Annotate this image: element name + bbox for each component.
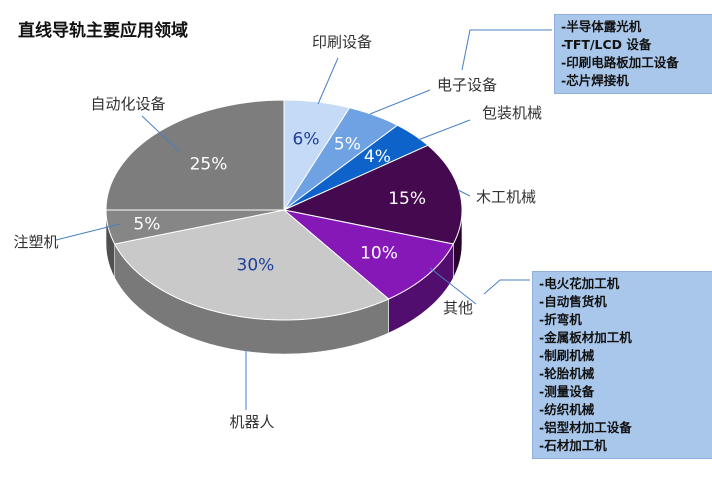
slice-4-leader-line	[457, 189, 471, 197]
slice-8-leader-line	[141, 115, 181, 153]
other-callout-item-7: -测量设备	[539, 384, 595, 399]
slice-3-leader-line	[417, 119, 471, 141]
slice-6-category-label: 机器人	[229, 413, 274, 431]
pie-tops	[105, 99, 463, 321]
slice-7-category-label: 注塑机	[13, 233, 58, 251]
other-callout-item-2: -自动售货机	[539, 294, 607, 309]
other-callout-item-5: -制刷机械	[539, 348, 595, 363]
slice-8-top	[105, 99, 285, 211]
slice-2-value-label: 5%	[334, 135, 361, 155]
slice-7-value-label: 5%	[133, 214, 160, 234]
slice-1-leader-line	[317, 57, 339, 105]
other-callout-box: -电火花加工机 -自动售货机 -折弯机 -金属板材加工机 -制刷机械 -轮胎机械 -测量设备…	[532, 271, 712, 459]
electronics-callout-item-1: -半导体露光机	[561, 19, 642, 34]
other-callout-item-1: -电火花加工机	[539, 276, 620, 291]
electronics-callout-item-4: -芯片焊接机	[561, 73, 629, 88]
electronics-callout-item-3: -印刷电路板加工设备	[561, 55, 679, 70]
other-callout-item-10: -石材加工机	[539, 438, 607, 453]
electronics-callout-leader	[461, 29, 552, 71]
slice-4-top	[282, 144, 463, 245]
other-callout-item-9: -铝型材加工设备	[539, 420, 632, 435]
slice-6-value-label: 30%	[237, 255, 275, 275]
slice-4-category-label: 木工机械	[476, 188, 536, 206]
slice-3-category-label: 包装机械	[482, 104, 542, 122]
electronics-callout-box: -半导体露光机 -TFT/LCD 设备 -印刷电路板加工设备 -芯片焊接机	[554, 14, 712, 94]
slice-4-value-label: 15%	[388, 189, 426, 209]
slice-1-value-label: 6%	[293, 130, 320, 150]
other-callout-item-6: -轮胎机械	[539, 366, 595, 381]
slice-2-category-label: 电子设备	[437, 76, 497, 94]
slice-2-leader-line	[369, 89, 431, 115]
callout-brackets	[461, 29, 552, 295]
slice-5-leader-line	[429, 267, 477, 305]
slice-7-leader-line	[55, 223, 121, 241]
slice-5-top	[282, 209, 455, 300]
other-callout-leader	[483, 279, 530, 295]
slice-5-category-label: 其他	[443, 299, 473, 317]
other-callout-item-8: -纺织机械	[539, 402, 595, 417]
value-labels: 6% 5%4%15%10%30%5%25%	[133, 130, 426, 276]
other-callout-item-4: -金属板材加工机	[539, 330, 632, 345]
slice-3-value-label: 4%	[364, 147, 391, 167]
chart-title: 直线导轨主要应用领域	[18, 21, 188, 41]
slice-6-top	[113, 209, 390, 321]
other-callout-item-3: -折弯机	[539, 312, 582, 327]
slice-5-value-label: 10%	[360, 244, 398, 264]
electronics-callout-item-2: -TFT/LCD 设备	[561, 37, 652, 52]
slice-1-category-label: 印刷设备	[312, 33, 372, 51]
slice-8-category-label: 自动化设备	[90, 95, 165, 113]
slice-8-value-label: 25%	[190, 154, 228, 174]
